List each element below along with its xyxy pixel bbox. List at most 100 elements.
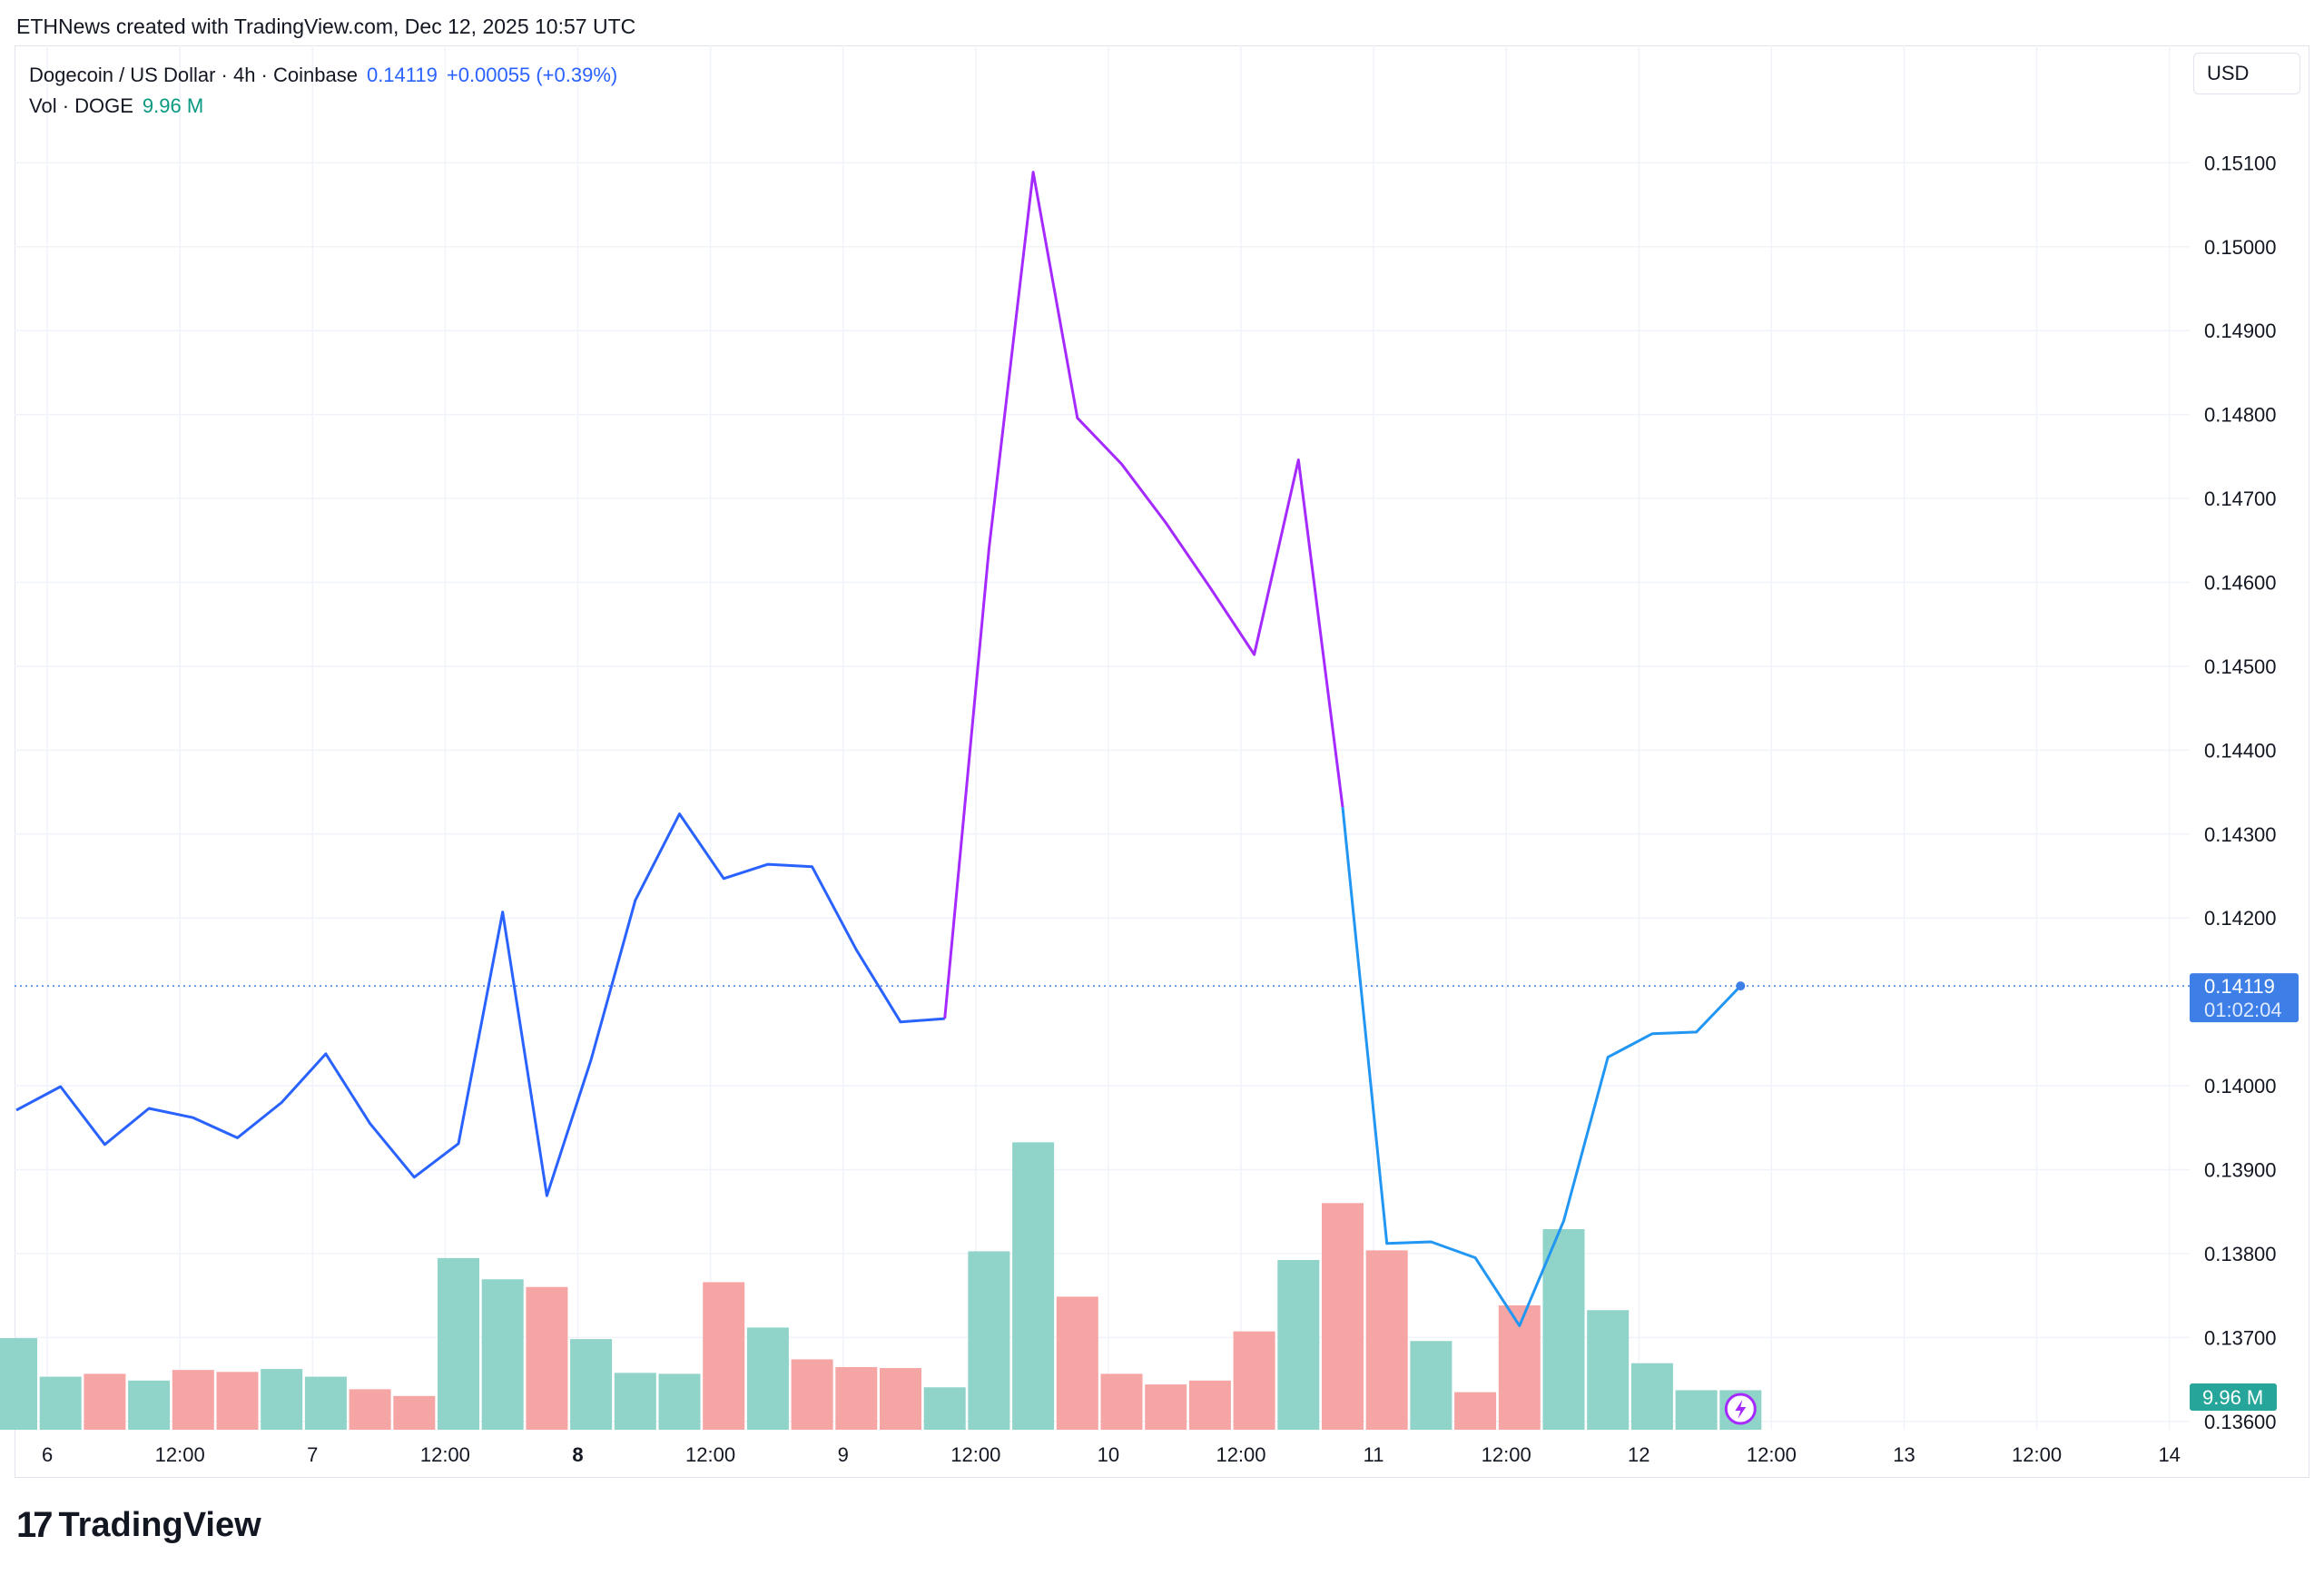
volume-bar: [216, 1372, 259, 1430]
grid-lines: [15, 45, 2190, 1430]
volume-bar: [703, 1282, 745, 1430]
volume-bars: [0, 1142, 1762, 1430]
lightning-icon[interactable]: [1724, 1393, 1757, 1425]
last-price-tag: [2190, 973, 2299, 1023]
volume-bar: [393, 1395, 436, 1430]
price-axis[interactable]: 0.15100 0.15000 0.14900 0.14800 0.14700 0.146…: [2204, 152, 2277, 1432]
volume-bar: [791, 1359, 833, 1430]
y-tick-label: 0.14900: [2204, 320, 2277, 342]
bar-countdown: 01:02:04: [2204, 999, 2282, 1021]
volume-bar: [746, 1327, 789, 1430]
tradingview-logo-icon: 17: [16, 1505, 53, 1545]
volume-bar: [1056, 1296, 1098, 1430]
x-tick-day-label: 7: [307, 1443, 318, 1466]
last-price-dot: [1736, 981, 1746, 991]
tradingview-wordmark: TradingView: [58, 1506, 261, 1544]
x-tick-day-label: 12: [1628, 1443, 1649, 1466]
y-tick-label: 0.14600: [2204, 572, 2277, 595]
price-line-segment-purple: [943, 171, 1344, 1019]
volume-bar: [1277, 1260, 1320, 1430]
y-tick-label: 0.14800: [2204, 404, 2277, 427]
volume-bar: [349, 1389, 391, 1430]
volume-bar: [1233, 1331, 1275, 1430]
symbol-legend[interactable]: Dogecoin / US Dollar · 4h · Coinbase 0.14…: [29, 60, 617, 91]
x-tick-time-label: 12:00: [1216, 1443, 1265, 1466]
chart-credit: ETHNews created with TradingView.com, De…: [16, 15, 636, 38]
volume-bar: [1188, 1380, 1231, 1430]
volume-bar: [172, 1370, 214, 1430]
volume-bar: [880, 1368, 921, 1430]
volume-bar: [1100, 1373, 1143, 1430]
volume-bar: [835, 1366, 878, 1430]
volume-tag-value: 9.96 M: [2202, 1386, 2263, 1409]
y-tick-label: 0.15000: [2204, 236, 2277, 259]
x-tick-day-label: 10: [1098, 1443, 1119, 1466]
volume-label: Vol · DOGE: [29, 94, 133, 117]
volume-bar: [1322, 1203, 1364, 1430]
volume-bar: [1630, 1363, 1673, 1430]
x-tick-day-label: 8: [572, 1443, 583, 1466]
price-change: +0.00055 (+0.39%): [446, 64, 618, 86]
volume-bar: [526, 1286, 568, 1430]
volume-bar: [84, 1373, 126, 1430]
y-tick-label: 0.14000: [2204, 1075, 2277, 1098]
x-tick-day-label: 9: [838, 1443, 849, 1466]
price-line-segment-cyan: [1341, 807, 1742, 1327]
volume-bar: [261, 1369, 303, 1430]
last-price-value: 0.14119: [366, 64, 438, 86]
volume-bar: [39, 1376, 82, 1430]
volume-bar: [923, 1387, 966, 1430]
volume-bar: [481, 1279, 524, 1430]
x-tick-time-label: 12:00: [420, 1443, 470, 1466]
x-tick-day-label: 11: [1364, 1443, 1384, 1466]
volume-bar: [128, 1380, 171, 1430]
currency-selector[interactable]: USD: [2193, 53, 2300, 94]
y-tick-label: 0.13900: [2204, 1158, 2277, 1181]
y-tick-label: 0.13700: [2204, 1326, 2277, 1349]
x-tick-day-label: 6: [42, 1443, 53, 1466]
price-line: [15, 171, 1746, 1327]
x-tick-time-label: 12:00: [1482, 1443, 1531, 1466]
volume-value: 9.96 M: [142, 94, 204, 117]
volume-bar: [1587, 1310, 1630, 1430]
last-price-tag-value: 0.14119: [2204, 975, 2275, 998]
tradingview-logo[interactable]: 17 TradingView: [16, 1505, 261, 1546]
x-tick-time-label: 12:00: [1747, 1443, 1797, 1466]
y-tick-label: 0.14700: [2204, 487, 2277, 510]
x-tick-time-label: 12:00: [155, 1443, 205, 1466]
volume-bar: [1454, 1392, 1497, 1430]
time-axis[interactable]: 6 12:00 7 12:00 8 12:00 9 12:00 10 12:00 11 12:00 12…: [42, 1443, 2181, 1466]
chart-pane[interactable]: [15, 45, 2309, 1478]
volume-bar: [1675, 1390, 1718, 1430]
volume-bar: [658, 1373, 701, 1430]
volume-bar: [1145, 1384, 1187, 1430]
currency-label: USD: [2207, 62, 2250, 84]
volume-bar: [570, 1339, 613, 1430]
chart-legend: Dogecoin / US Dollar · 4h · Coinbase 0.14…: [29, 60, 617, 122]
volume-bar: [1410, 1341, 1452, 1430]
x-tick-day-label: 13: [1893, 1443, 1915, 1466]
symbol-title: Dogecoin / US Dollar · 4h · Coinbase: [29, 64, 358, 86]
y-tick-label: 0.14400: [2204, 739, 2277, 762]
volume-legend[interactable]: Vol · DOGE 9.96 M: [29, 91, 617, 122]
y-tick-label: 0.15100: [2204, 152, 2277, 174]
y-tick-label: 0.14200: [2204, 907, 2277, 930]
volume-bar: [1012, 1142, 1055, 1430]
volume-tag: [2190, 1383, 2277, 1411]
y-tick-label: 0.13800: [2204, 1243, 2277, 1265]
volume-bar: [304, 1376, 347, 1430]
volume-bar: [614, 1373, 656, 1430]
volume-bar: [1542, 1229, 1585, 1430]
x-tick-time-label: 12:00: [2012, 1443, 2062, 1466]
x-tick-time-label: 12:00: [950, 1443, 1000, 1466]
volume-bar: [0, 1338, 37, 1430]
x-tick-time-label: 12:00: [685, 1443, 735, 1466]
volume-bar: [968, 1251, 1010, 1430]
x-tick-day-label: 14: [2158, 1443, 2180, 1466]
y-tick-label: 0.13600: [2204, 1411, 2277, 1433]
y-tick-label: 0.14300: [2204, 823, 2277, 846]
price-line-segment-blue: [15, 812, 945, 1197]
volume-bar: [438, 1257, 479, 1430]
